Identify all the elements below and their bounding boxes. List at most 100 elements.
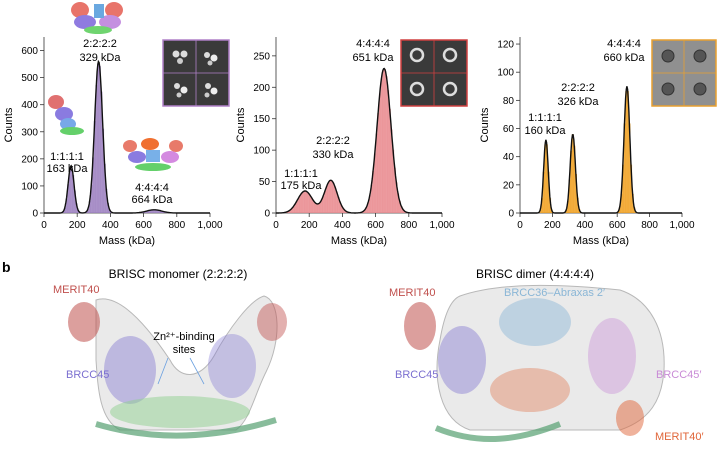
chart1-histogram-bar <box>75 203 78 213</box>
chart3-histogram-bar <box>631 193 634 213</box>
chart2-histogram-bar <box>373 153 376 213</box>
chart1-histogram-bar <box>156 210 159 213</box>
chart1-peak3-ratio: 4:4:4:4 <box>135 182 169 194</box>
chart1-ytick-label: 600 <box>21 46 38 57</box>
chart2-xtick-label: 600 <box>367 220 384 231</box>
chart2-histogram-bar <box>297 198 300 213</box>
chart2-histogram-bar <box>322 195 325 213</box>
zn-site-pointer-right <box>189 357 205 385</box>
chart1-histogram-bar <box>150 210 153 213</box>
chart2-histogram-bar <box>377 112 380 213</box>
chart2-ytick-label: 250 <box>253 51 270 62</box>
chart2-histogram-bar <box>372 170 375 213</box>
chart1-histogram-bar <box>68 170 71 213</box>
chart1-xtick-label: 1,000 <box>197 220 222 231</box>
chart3-fit-line <box>520 86 682 214</box>
chart2-class-averages <box>400 39 468 107</box>
chart2-peak2-ratio: 2:2:2:2 <box>316 135 350 147</box>
chart2-ytick-label: 150 <box>253 114 270 125</box>
chart3-ytick-label: 40 <box>503 152 515 163</box>
chart1-histogram-bar <box>145 211 148 213</box>
complex-cartoon-1111 <box>48 95 84 135</box>
chart2-histogram-bar <box>390 129 393 213</box>
chart2-histogram-bar <box>362 211 365 213</box>
chart3-xtick-label: 600 <box>609 220 626 231</box>
chart3-histogram-bar <box>630 164 633 213</box>
chart2-histogram-bar <box>324 190 327 213</box>
chart2-histogram-bar <box>305 191 308 213</box>
chart3-ytick-label: 60 <box>503 124 515 135</box>
chart1-histogram-bar <box>90 184 93 213</box>
chart3-ytick-label: 120 <box>497 40 514 51</box>
chart2-histogram-bar <box>290 208 293 213</box>
chart-2: 0 50 100 150 200 250 0 200 400 600 800 1,000 Count… <box>235 37 468 247</box>
chart1-histogram-bar <box>103 163 106 213</box>
chart2-histogram-bar <box>302 191 305 213</box>
dimer-brcc45-label: BRCC45 <box>395 369 438 381</box>
chart2-peak3-mass: 651 kDa <box>353 52 395 64</box>
chart2-histogram-bar <box>335 191 338 213</box>
monomer-brcc45-density <box>104 336 156 404</box>
chart2-ytick-label: 0 <box>264 209 270 220</box>
chart1-fit-line <box>44 59 210 214</box>
chart-3: 0 20 40 60 80 100 120 0 200 400 600 800 1,000 Count… <box>479 37 717 247</box>
chart1-ytick-label: 300 <box>21 127 38 138</box>
chart1-histogram-bar <box>98 66 101 213</box>
chart2-histogram-bar <box>334 186 337 213</box>
chart1-xtick-label: 400 <box>102 220 119 231</box>
zn-sites-label-line2: sites <box>173 344 196 356</box>
chart3-histogram-bar <box>628 123 631 213</box>
chart2-histogram-bar <box>330 180 333 213</box>
chart1-histogram-bar <box>151 209 154 213</box>
chart3-peak3-ratio: 4:4:4:4 <box>607 38 641 50</box>
chart1-histogram-bar <box>102 128 105 213</box>
complex-cartoon-2222 <box>71 2 123 34</box>
dimer-brcc45-density <box>438 326 486 394</box>
monomer-brcc45-label: BRCC45 <box>66 369 109 381</box>
monomer-title: BRISC monomer (2:2:2:2) <box>109 267 248 281</box>
chart2-ytick-label: 200 <box>253 83 270 94</box>
chart1-histogram-bar <box>72 175 75 213</box>
chart3-peak1-ratio: 1:1:1:1 <box>528 112 562 124</box>
monomer-core-density <box>110 396 250 428</box>
chart3-xtick-label: 800 <box>641 220 658 231</box>
chart1-histogram-bar <box>88 200 91 213</box>
chart2-histogram-bar <box>368 195 371 213</box>
chart1-histogram-bar <box>95 85 98 213</box>
chart2-histogram-bar <box>337 196 340 213</box>
chart2-histogram-bar <box>365 207 368 213</box>
chart1-peak2-ratio: 2:2:2:2 <box>83 38 117 50</box>
chart2-histogram-bar <box>400 206 403 213</box>
chart1-xtick-label: 800 <box>168 220 185 231</box>
chart3-histogram-bar <box>566 200 569 213</box>
chart1-histogram-bar <box>158 210 161 213</box>
chart1-histogram-bar <box>92 157 95 213</box>
chart2-histogram-bar <box>363 209 366 213</box>
chart3-xlabel: Mass (kDa) <box>573 235 629 247</box>
chart3-histogram-bar <box>565 210 568 213</box>
chart1-ytick-label: 200 <box>21 154 38 165</box>
chart1-ytick-label: 500 <box>21 73 38 84</box>
chart3-histogram-bar <box>623 123 626 213</box>
chart2-histogram-bar <box>367 202 370 213</box>
chart2-xtick-label: 800 <box>400 220 417 231</box>
chart1-histogram-bar <box>87 208 90 213</box>
chart3-peak2-ratio: 2:2:2:2 <box>561 82 595 94</box>
dimer-merit40-density <box>404 302 436 350</box>
chart2-xtick-label: 400 <box>334 220 351 231</box>
chart3-histogram-bar <box>625 91 628 213</box>
chart3-histogram-bar <box>539 209 542 213</box>
dimer-core-density <box>490 368 570 412</box>
chart3-histogram-bar <box>541 198 543 213</box>
chart2-peak1-mass: 175 kDa <box>281 180 323 192</box>
chart2-histogram-bar <box>329 180 332 213</box>
chart2-histogram-bar <box>299 195 302 213</box>
monomer-brcc45-right-density <box>208 334 256 398</box>
chart2-histogram-bar <box>393 167 396 213</box>
chart2-histogram-bar <box>287 211 290 213</box>
chart1-class-averages <box>162 39 230 107</box>
chart2-histogram-bar <box>319 202 322 213</box>
chart2-histogram-bar <box>310 197 313 213</box>
chart3-histogram-bar <box>544 144 547 213</box>
chart2-histogram-bar <box>294 203 297 213</box>
